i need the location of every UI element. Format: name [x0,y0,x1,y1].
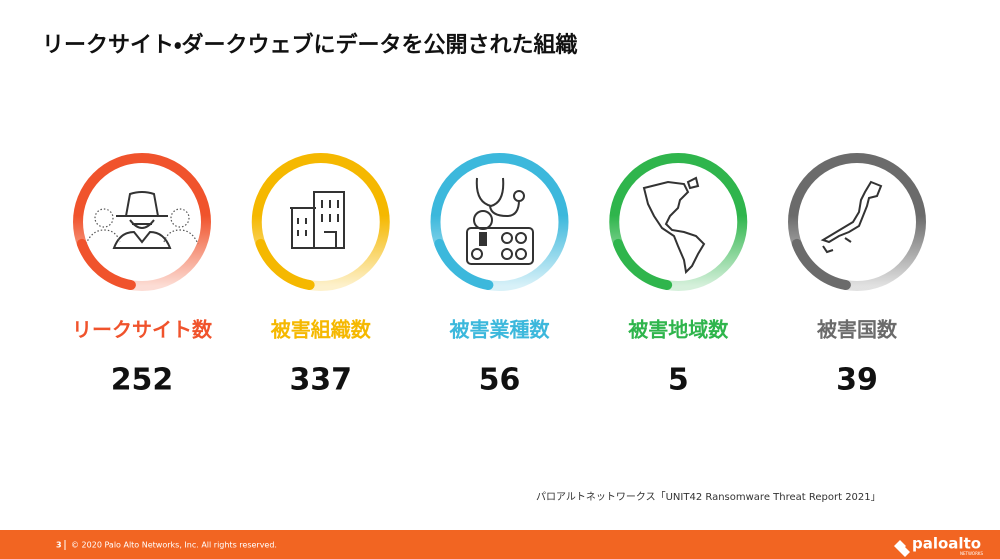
footer-bar [0,530,1000,559]
ring-accent [613,238,673,291]
ring-accent [791,238,851,291]
ring [73,153,211,291]
stat-label: 被害地域数 [627,318,729,342]
stat-label: リークサイト数 [72,318,213,342]
copyright: © 2020 Palo Alto Networks, Inc. All righ… [71,541,277,550]
logo-tagline: NETWORKS [960,551,983,556]
stat-value: 5 [668,363,689,398]
stat-value: 56 [479,363,521,398]
stat-value: 252 [111,363,174,398]
ring [788,153,926,291]
ring-accent [76,238,136,291]
slide-title: リークサイト・ダークウェブにデータを公開された組織 [42,32,577,58]
ring [251,153,390,291]
stat-value: 337 [289,363,352,398]
page-number: 3 [56,541,62,550]
ring-accent [434,238,494,291]
logo-text: paloalto [912,535,981,553]
spy-icon [85,191,199,249]
stat-value: 39 [836,363,878,398]
building-icon [290,191,345,249]
ring [430,153,569,291]
logo-mark [894,540,910,557]
ring-accent [255,238,315,291]
stat-label: 被害業種数 [449,318,551,342]
logo: paloalto NETWORKS [894,535,983,557]
americas-icon [642,176,706,275]
stat-label: 被害国数 [816,318,898,342]
japan-icon [820,180,883,254]
source-note: パロアルトネットワークス「UNIT42 Ransomware Threat Re… [536,491,881,503]
stat-label: 被害組織数 [270,318,372,342]
ring [609,153,748,291]
medical-icon [466,177,534,265]
